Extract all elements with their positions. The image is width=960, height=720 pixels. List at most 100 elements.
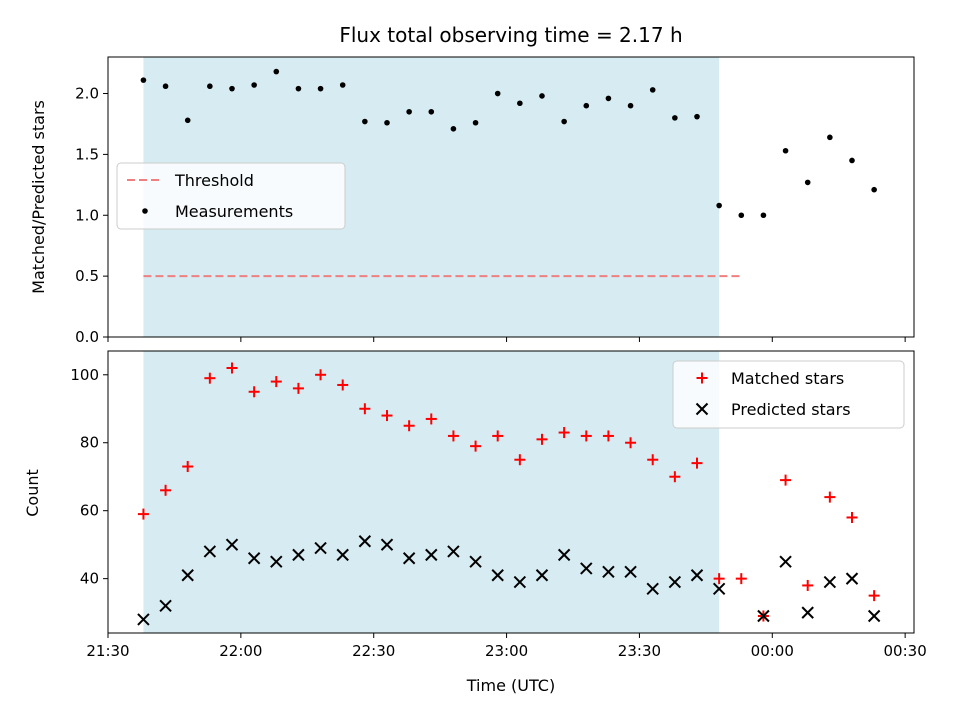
measurement-point bbox=[162, 83, 169, 90]
matched-star-marker bbox=[270, 376, 282, 388]
y-tick-label: 80 bbox=[80, 434, 99, 452]
measurement-point bbox=[184, 117, 191, 124]
legend-entry-label: Measurements bbox=[175, 202, 293, 221]
matched-star-marker bbox=[160, 484, 172, 496]
measurement-point bbox=[605, 95, 612, 102]
x-tick-label: 21:30 bbox=[86, 642, 129, 660]
matched-star-marker bbox=[625, 437, 637, 449]
y-tick-label: 1.0 bbox=[75, 206, 99, 224]
measurement-point bbox=[694, 113, 700, 120]
predicted-star-marker bbox=[867, 609, 881, 623]
measurement-point bbox=[384, 119, 390, 126]
measurement-point bbox=[273, 68, 280, 75]
legend: Threshold Measurements bbox=[116, 162, 346, 230]
matched-star-marker bbox=[447, 430, 459, 442]
top-y-axis-label: Matched/Predicted stars bbox=[29, 100, 48, 294]
matched-star-marker bbox=[780, 474, 792, 486]
matched-star-marker bbox=[315, 369, 327, 381]
matched-star-marker bbox=[846, 511, 858, 523]
matched-star-marker bbox=[558, 427, 570, 439]
y-tick-label: 0.0 bbox=[75, 328, 99, 346]
measurement-point bbox=[760, 212, 767, 219]
matched-star-marker bbox=[824, 491, 836, 503]
predicted-star-marker bbox=[358, 535, 372, 548]
measurement-point bbox=[251, 82, 257, 88]
bottom-y-axis-label: Count bbox=[23, 469, 42, 517]
matched-star-marker bbox=[359, 403, 371, 415]
matched-star-marker bbox=[182, 461, 194, 473]
measurement-point bbox=[849, 157, 855, 164]
y-tick-label: 40 bbox=[80, 570, 99, 588]
y-tick-label: 1.5 bbox=[75, 145, 99, 163]
x-tick-label: 23:00 bbox=[485, 642, 528, 660]
predicted-star-marker bbox=[447, 545, 460, 558]
matched-star-marker bbox=[292, 382, 304, 394]
x-tick-label: 22:30 bbox=[352, 642, 395, 660]
predicted-star-marker bbox=[668, 575, 682, 589]
y-tick-label: 60 bbox=[80, 502, 99, 520]
matched-star-marker bbox=[647, 454, 659, 466]
measurement-point bbox=[362, 118, 368, 125]
x-tick-label: 00:30 bbox=[884, 642, 927, 660]
matched-star-marker bbox=[248, 386, 260, 398]
measurement-point bbox=[450, 126, 457, 132]
measurement-point bbox=[782, 147, 789, 154]
matched-star-marker bbox=[735, 573, 747, 585]
predicted-star-marker bbox=[181, 569, 194, 582]
measurement-point bbox=[428, 108, 435, 115]
matched-star-marker bbox=[337, 379, 349, 391]
legend-entry-label: Predicted stars bbox=[731, 400, 851, 419]
predicted-star-marker bbox=[425, 548, 438, 562]
predicted-star-marker bbox=[225, 538, 239, 551]
matched-star-marker bbox=[204, 372, 216, 384]
matched-star-marker bbox=[470, 440, 482, 452]
predicted-star-marker bbox=[292, 548, 305, 562]
matched-star-marker bbox=[403, 420, 415, 432]
predicted-star-marker bbox=[402, 552, 416, 565]
measurement-point bbox=[517, 100, 523, 107]
predicted-star-marker bbox=[779, 555, 792, 568]
matched-star-marker bbox=[669, 471, 681, 483]
legend-entry-label: Matched stars bbox=[731, 369, 844, 388]
measurement-point bbox=[207, 83, 213, 90]
predicted-star-marker bbox=[137, 613, 150, 626]
predicted-star-marker bbox=[336, 548, 349, 562]
predicted-star-marker bbox=[270, 555, 283, 568]
y-tick-label: 2.0 bbox=[75, 85, 99, 103]
predicted-star-marker bbox=[469, 555, 482, 568]
predicted-star-marker bbox=[757, 609, 770, 623]
bottom-panel: 40 60 80 100 21:30 22:00 22:30 23:00 23:30 00:00 0… bbox=[70, 350, 927, 660]
x-tick-label: 00:00 bbox=[751, 642, 794, 660]
matched-star-marker bbox=[137, 508, 149, 520]
legend-entry-label: Threshold bbox=[174, 171, 254, 190]
measurement-point bbox=[317, 85, 324, 92]
predicted-star-marker bbox=[602, 565, 615, 579]
matched-star-marker bbox=[713, 573, 725, 585]
measurement-point bbox=[827, 134, 833, 141]
matched-star-marker bbox=[802, 579, 814, 591]
predicted-star-marker bbox=[823, 575, 837, 589]
predicted-star-marker bbox=[535, 569, 549, 582]
predicted-star-marker bbox=[580, 562, 593, 575]
predicted-star-marker bbox=[491, 569, 504, 582]
matched-star-marker bbox=[514, 454, 526, 466]
predicted-star-marker bbox=[159, 599, 172, 613]
axes-frame bbox=[107, 56, 915, 338]
predicted-star-marker bbox=[314, 541, 327, 555]
measurement-point bbox=[295, 85, 302, 92]
predicted-star-marker bbox=[690, 569, 704, 582]
measurement-point bbox=[672, 115, 678, 121]
y-tick-label: 0.5 bbox=[75, 267, 99, 285]
chart-title: Flux total observing time = 2.17 h bbox=[339, 23, 682, 47]
measurement-point bbox=[804, 179, 811, 186]
predicted-star-marker bbox=[845, 572, 859, 585]
predicted-star-marker bbox=[624, 565, 637, 579]
matched-star-marker bbox=[226, 362, 238, 374]
predicted-star-marker bbox=[380, 538, 394, 551]
predicted-star-marker bbox=[801, 606, 814, 619]
matched-star-marker bbox=[602, 430, 614, 442]
matched-star-marker bbox=[868, 590, 880, 602]
axes-frame bbox=[107, 350, 915, 634]
predicted-star-marker bbox=[247, 552, 261, 565]
